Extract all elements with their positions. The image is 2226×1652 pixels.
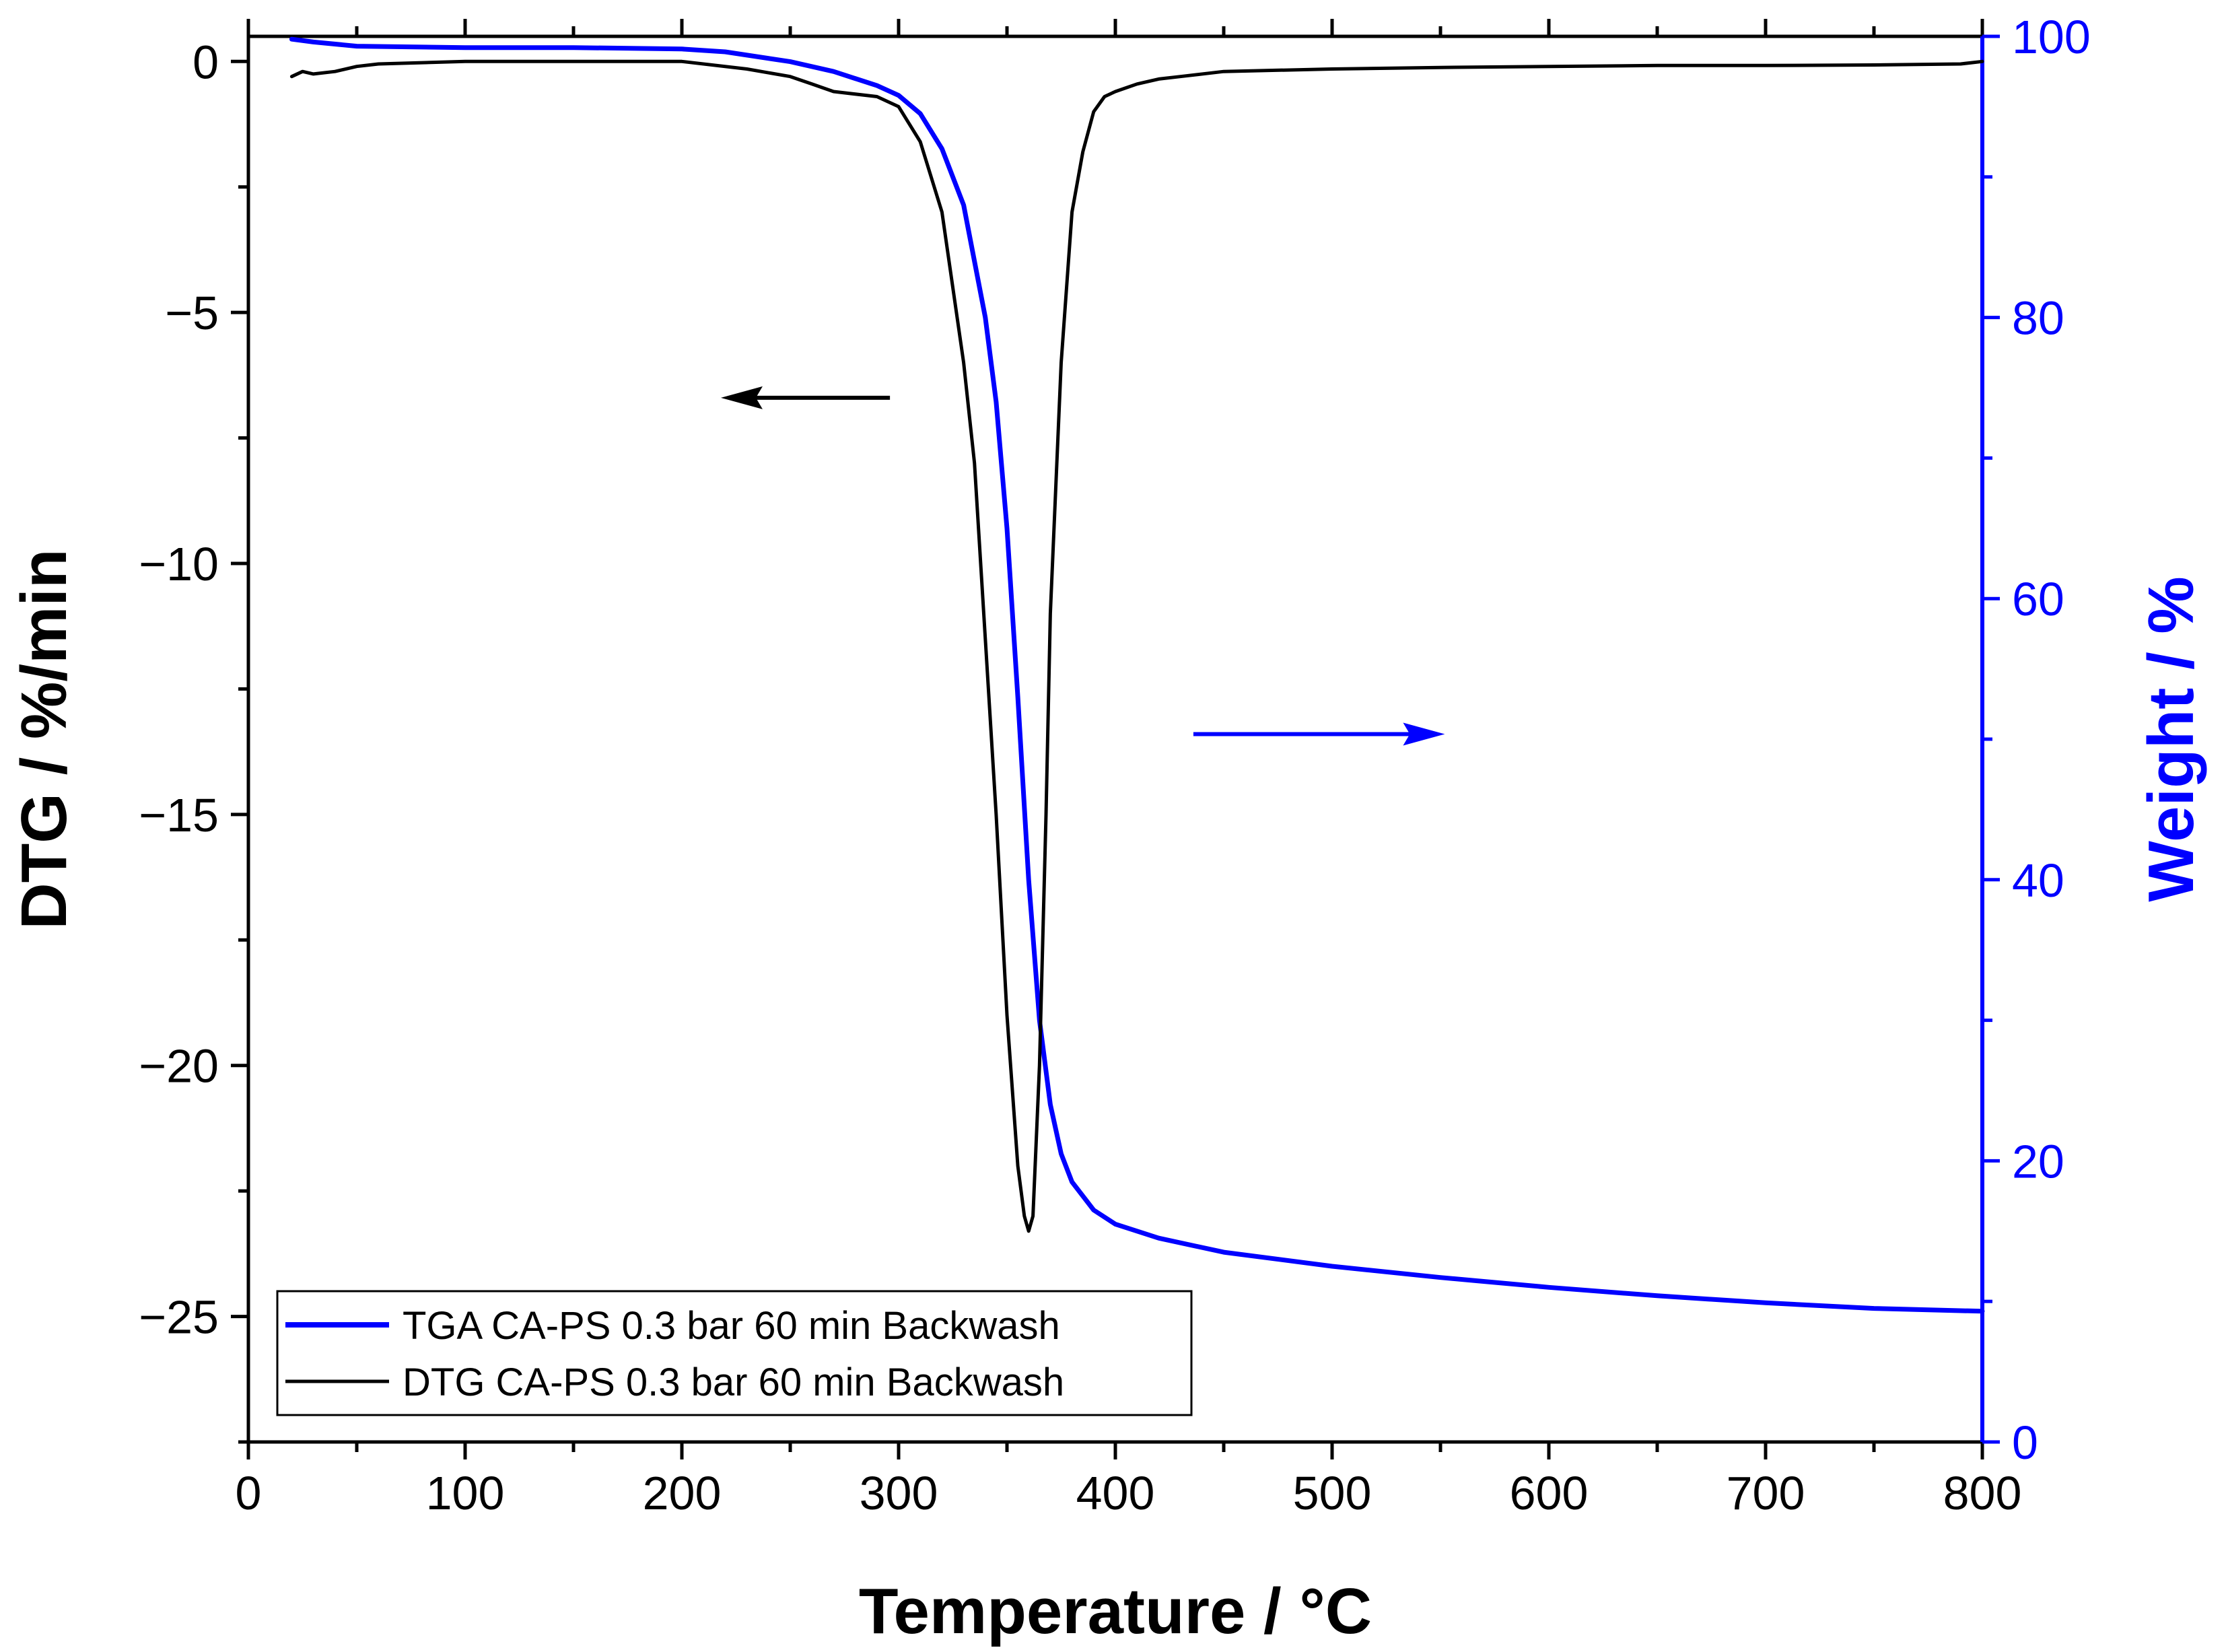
y-left-tick-label: −10 (139, 538, 219, 590)
plot-frame (246, 34, 1984, 1444)
tga-series-line (289, 36, 1985, 1314)
y-axis-left-title: DTG / %/min (8, 549, 80, 929)
ticks-layer: 0 100 200 300 400 500 600 700 8000−5−10−15−20−25… (139, 11, 2091, 1519)
x-tick-label: 800 (1943, 1467, 2022, 1519)
y-axis-right-title: Weight / % (2135, 576, 2207, 902)
x-axis-title: Temperature / °C (859, 1575, 1372, 1647)
y-left-tick-label: −25 (139, 1291, 219, 1344)
y-right-tick-label: 20 (2012, 1135, 2064, 1188)
y-right-tick-label: 60 (2012, 573, 2064, 625)
y-left-tick-label: 0 (193, 36, 219, 88)
y-right-tick-label: 40 (2012, 854, 2064, 907)
y-right-tick-label: 100 (2012, 11, 2091, 63)
y-right-tick-label: 80 (2012, 292, 2064, 345)
legend-label-tga: TGA CA-PS 0.3 bar 60 min Backwash (403, 1304, 1060, 1348)
dtg-series-line (289, 59, 1984, 1233)
x-tick-label: 600 (1510, 1467, 1589, 1519)
x-tick-label: 0 (236, 1467, 262, 1519)
y-left-tick-label: −5 (165, 287, 219, 339)
x-tick-label: 500 (1293, 1467, 1372, 1519)
series-layer (289, 36, 1985, 1314)
x-tick-label: 300 (860, 1467, 938, 1519)
y-right-tick-label: 0 (2012, 1416, 2038, 1469)
y-left-tick-label: −20 (139, 1040, 219, 1093)
annotation-layer (720, 386, 1445, 746)
arrow-head-1 (720, 386, 763, 409)
x-tick-label: 100 (426, 1467, 505, 1519)
x-tick-label: 700 (1727, 1467, 1805, 1519)
x-tick-label: 400 (1076, 1467, 1155, 1519)
legend-label-dtg: DTG CA-PS 0.3 bar 60 min Backwash (403, 1361, 1064, 1404)
legend: TGA CA-PS 0.3 bar 60 min Backwash DTG CA… (276, 1290, 1193, 1416)
arrow-head-2 (1403, 722, 1445, 746)
legend-box (276, 1290, 1193, 1416)
y-left-tick-label: −15 (139, 789, 219, 841)
x-tick-label: 200 (643, 1467, 722, 1519)
